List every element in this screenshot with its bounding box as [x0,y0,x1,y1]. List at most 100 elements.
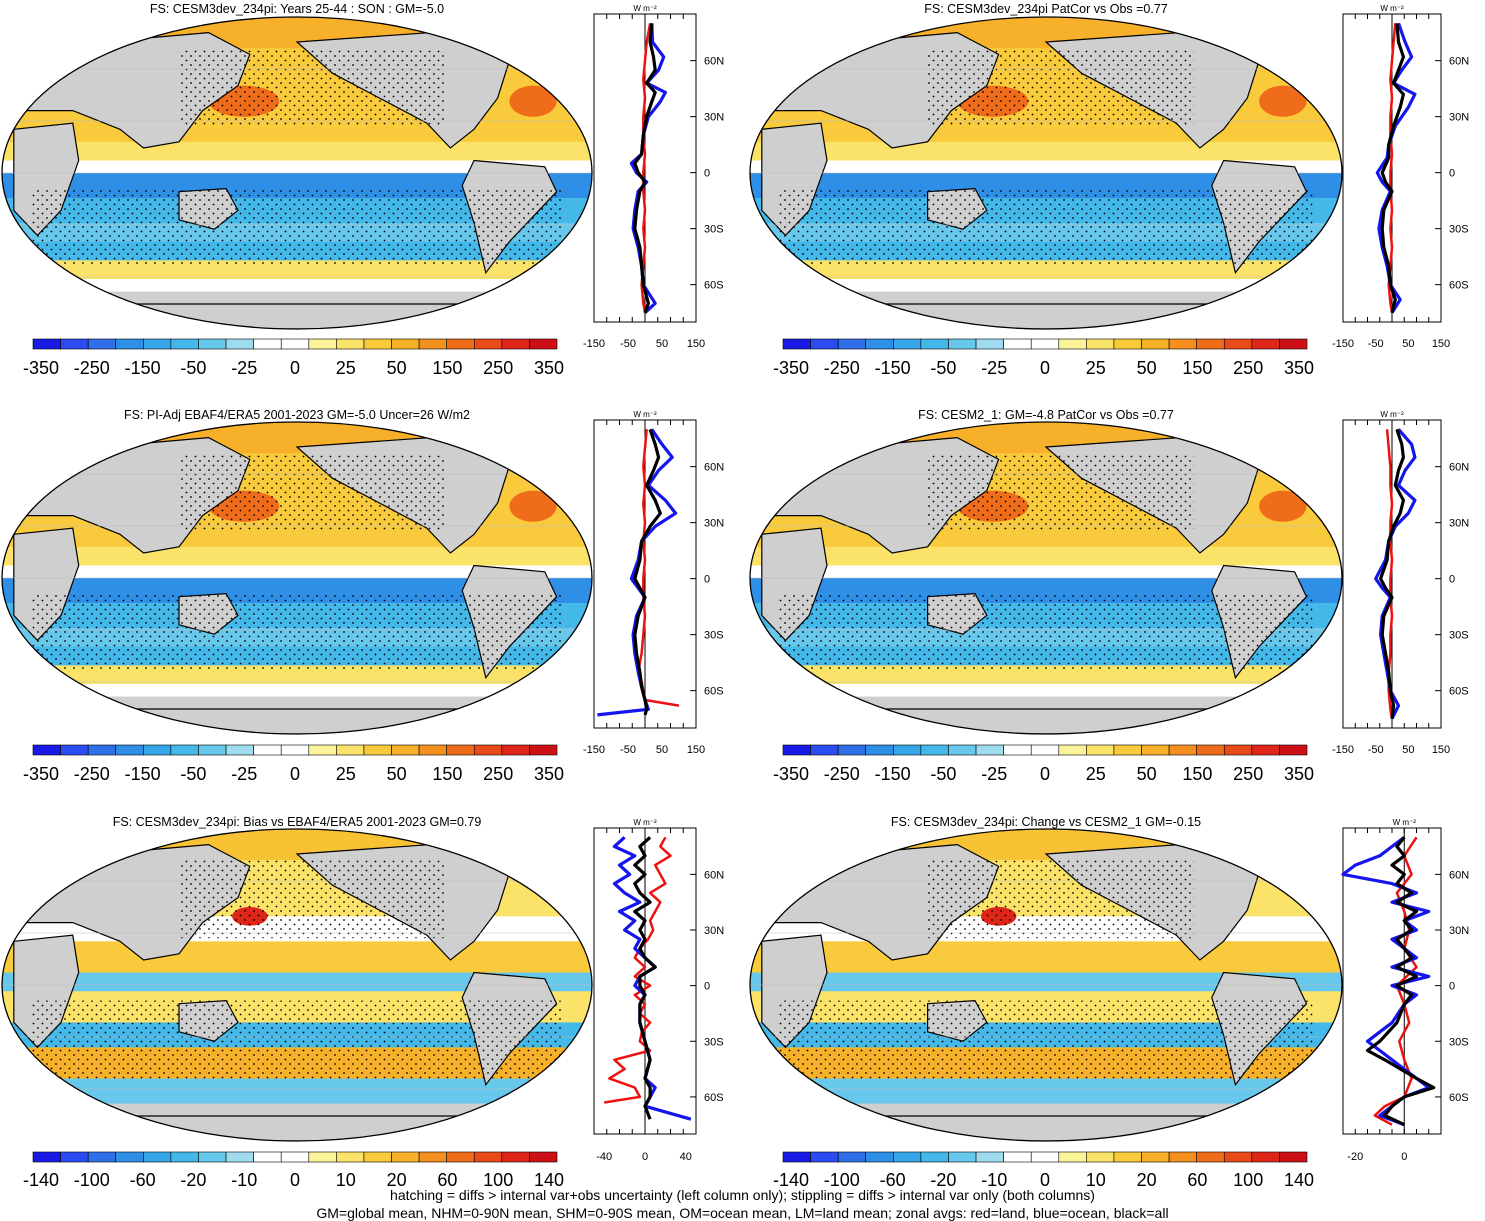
colorbar-label: 100 [483,1170,513,1190]
panel-middle-left: FS: PI-Adj EBAF4/ERA5 2001-2023 GM=-5.0 … [1,408,724,784]
stippling [31,593,563,672]
colorbar-box [501,338,530,350]
colorbar-label: -140 [23,1170,59,1190]
lat-band [750,17,1342,49]
colorbar-box [837,338,867,350]
zonal-line-all [633,836,657,1120]
lat-tick-label: 60N [704,869,724,881]
panel-title: FS: CESM3dev_234pi: Years 25-44 : SON : … [150,2,444,16]
colorbar-box [948,338,977,350]
colorbar-label: 250 [1233,764,1263,784]
landmass [750,1115,1342,1141]
map-outline [749,828,1343,1142]
colorbar-label: -350 [773,764,809,784]
colorbar-box [225,1151,254,1163]
lat-tick-label: 30N [704,112,724,124]
gulfstream-spot [509,490,557,522]
colorbar-box [1251,338,1280,350]
colorbar-label: 140 [534,1170,564,1190]
stippling [779,1000,1313,1079]
colorbar-label: 0 [1040,358,1050,378]
colorbar-box [1196,744,1225,756]
colorbar-box [336,744,365,756]
zonal-line-ocean [1341,836,1431,1127]
lat-band [2,829,592,861]
zonal-line-all [1380,23,1406,314]
x-tick-label: -20 [1347,1151,1363,1163]
colorbar-box [975,744,1004,756]
colorbar-box [418,338,447,350]
colorbar-box [865,338,894,350]
x-tick-label: 0 [642,1151,648,1163]
stippling [779,188,1313,267]
colorbar-box [1086,338,1115,350]
x-tick-label: -50 [620,338,636,350]
colorbar-label: 150 [1182,358,1212,378]
lat-tick-label: 0 [704,574,710,586]
colorbar-box [198,338,227,350]
colorbar-box [893,744,922,756]
zonal-line-all [1378,428,1406,719]
colorbar-box [473,744,503,756]
lat-band [750,565,1342,579]
colorbar-box [87,744,117,756]
colorbar-label: -350 [773,358,809,378]
colorbar-box [1223,1151,1253,1163]
lat-tick-label: 60N [1449,56,1469,68]
colorbar-box [253,744,282,756]
x-tick-label: 50 [1402,744,1414,756]
colorbar-box [446,744,475,756]
map-outline [1,16,593,330]
x-tick-label: -150 [583,338,605,350]
lat-band [750,160,1342,174]
colorbar-label: -20 [180,1170,206,1190]
colorbar-box [1030,1151,1060,1163]
colorbar-box [253,338,282,350]
panel-bottom-right: FS: CESM3dev_234pi: Change vs CESM2_1 GM… [749,815,1469,1190]
map-field [2,17,592,329]
colorbar-box [60,1151,89,1163]
colorbar-box [1030,744,1060,756]
stippling [179,860,445,939]
panel-title: FS: CESM3dev_234pi PatCor vs Obs =0.77 [924,2,1168,16]
stippling [779,593,1313,672]
colorbar-label: 0 [290,358,300,378]
colorbar-box [782,744,811,756]
colorbar-box [1279,1151,1308,1163]
colorbar-label: 0 [290,764,300,784]
lat-tick-label: 30S [1449,630,1469,642]
stippling [927,453,1194,532]
x-tick-label: 50 [1402,338,1414,350]
map-field [750,17,1342,329]
lat-tick-label: 60N [1449,869,1469,881]
colorbar-box [893,338,922,350]
colorbar-box [1141,744,1170,756]
lat-tick-label: 0 [1449,574,1455,586]
colorbar-box [1196,1151,1225,1163]
colorbar-box [782,338,811,350]
colorbar-box [391,1151,420,1163]
zonal-line-all [1365,836,1436,1127]
lat-band [2,279,592,293]
x-tick-label: -50 [620,744,636,756]
colorbar-label: -100 [824,1170,860,1190]
colorbar-box [1223,744,1253,756]
map-field [2,829,592,1141]
landmass [2,303,592,329]
map-field [750,422,1342,734]
gulfstream-spot [1259,85,1307,117]
colorbar-box [308,1151,337,1163]
colorbar-label: -250 [824,358,860,378]
colorbar-box [115,1151,144,1163]
colorbar-box [1168,338,1197,350]
colorbar-box [1086,744,1115,756]
colorbar-label: 250 [483,358,513,378]
lat-tick-label: 30S [704,224,724,236]
colorbar-box [893,1151,922,1163]
colorbar-label: 25 [1086,358,1106,378]
colorbar-box [975,338,1004,350]
colorbar-label: -10 [981,1170,1007,1190]
map-field [2,422,592,734]
colorbar-label: -10 [231,1170,257,1190]
colorbar-label: -25 [231,358,257,378]
